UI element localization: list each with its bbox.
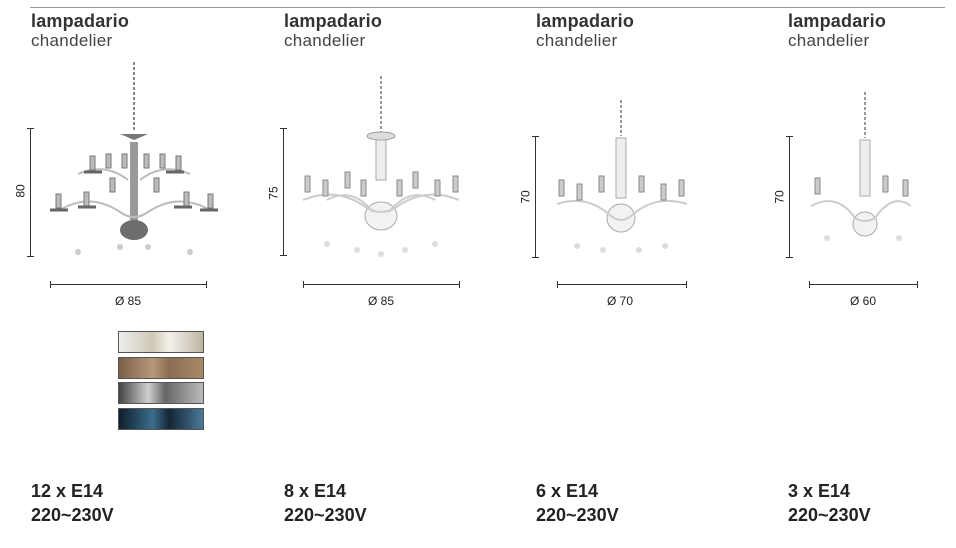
height-label: 80 xyxy=(13,184,28,198)
voltage-spec: 220~230V xyxy=(31,505,114,525)
product-column-2: lampadario chandelier 75 Ø 85 8 x E14 22… xyxy=(267,0,523,548)
finish-swatch-blue[interactable] xyxy=(118,408,204,430)
product-column-4: lampadario chandelier 70 Ø 60 3 x E14 22… xyxy=(773,0,956,548)
diameter-dimension-line xyxy=(50,281,207,293)
voltage-spec: 220~230V xyxy=(536,505,619,525)
product-subtitle: chandelier xyxy=(536,31,618,50)
finish-swatch-bronze[interactable] xyxy=(118,357,204,379)
height-dimension-line xyxy=(532,136,544,258)
voltage-spec: 220~230V xyxy=(284,505,367,525)
finish-swatch-chrome[interactable] xyxy=(118,382,204,404)
product-title: lampadario xyxy=(536,11,635,31)
diameter-label: Ø 60 xyxy=(849,294,876,308)
bulb-spec: 12 x E14 xyxy=(31,481,104,501)
product-column-1: lampadario chandelier 80 Ø 85 12 x E14 2… xyxy=(14,0,270,548)
header-rule xyxy=(30,7,945,8)
bulb-spec: 6 x E14 xyxy=(536,481,599,501)
product-column-3: lampadario chandelier 70 Ø 70 6 x E14 22… xyxy=(519,0,775,548)
product-subtitle: chandelier xyxy=(284,31,366,50)
height-dimension-line xyxy=(27,128,39,257)
diameter-dimension-line xyxy=(557,281,687,293)
height-dimension-line xyxy=(786,136,798,258)
diameter-label: Ø 85 xyxy=(367,294,394,308)
chandelier-12-light-image xyxy=(50,62,218,255)
diameter-label: Ø 85 xyxy=(114,294,141,308)
voltage-spec: 220~230V xyxy=(788,505,871,525)
product-subtitle: chandelier xyxy=(31,31,113,50)
bulb-spec: 3 x E14 xyxy=(788,481,851,501)
diameter-label: Ø 70 xyxy=(606,294,633,308)
product-title: lampadario xyxy=(31,11,130,31)
chandelier-6-light-image xyxy=(556,100,688,253)
product-title: lampadario xyxy=(788,11,887,31)
chandelier-3-light-image xyxy=(810,92,912,241)
diameter-dimension-line xyxy=(809,281,918,293)
bulb-spec: 8 x E14 xyxy=(284,481,347,501)
product-title: lampadario xyxy=(284,11,383,31)
product-subtitle: chandelier xyxy=(788,31,870,50)
height-label: 70 xyxy=(518,190,533,204)
diameter-dimension-line xyxy=(303,281,460,293)
finish-swatch-crystal[interactable] xyxy=(118,331,204,353)
height-dimension-line xyxy=(280,128,292,256)
chandelier-8-light-image xyxy=(302,76,460,257)
height-label: 70 xyxy=(772,190,787,204)
height-label: 75 xyxy=(266,186,281,200)
